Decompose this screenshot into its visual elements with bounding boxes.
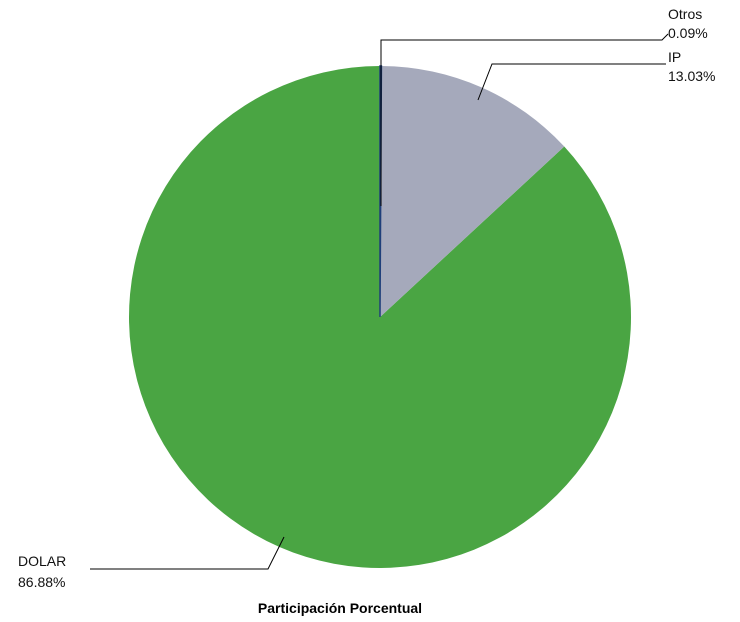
label-otros-name: Otros xyxy=(668,6,702,22)
leader-line-dolar xyxy=(90,536,285,570)
label-otros-value: 0.09% xyxy=(668,25,708,41)
label-dolar-name: DOLAR xyxy=(18,553,66,569)
label-ip-name: IP xyxy=(668,49,681,65)
pie-slices xyxy=(129,65,632,568)
leader-line-ip xyxy=(477,63,666,101)
chart-title: Participación Porcentual xyxy=(258,600,422,616)
pie-slice-ip xyxy=(380,66,565,317)
label-dolar-value: 86.88% xyxy=(18,574,65,590)
leader-line-otros xyxy=(380,33,669,206)
label-ip-value: 13.03% xyxy=(668,68,715,84)
